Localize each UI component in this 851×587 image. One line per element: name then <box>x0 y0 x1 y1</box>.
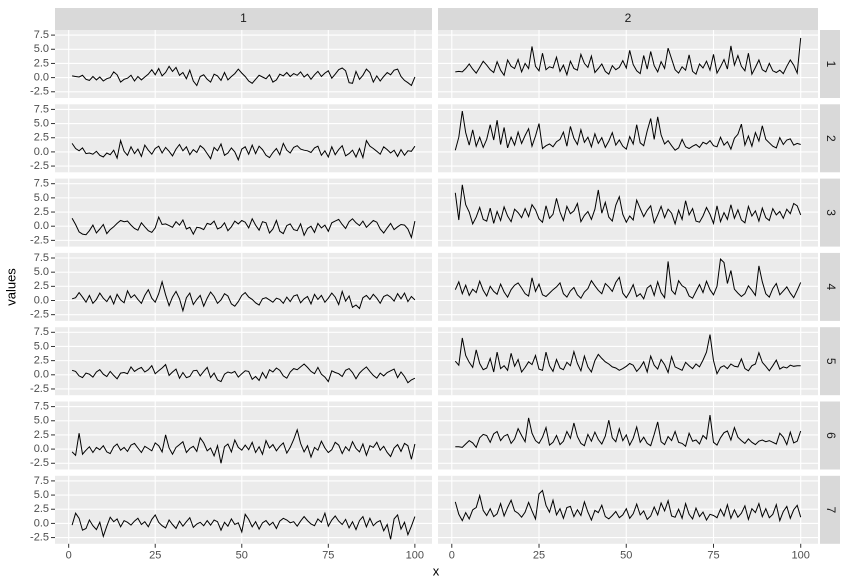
strip <box>820 178 840 247</box>
x-tick-label: 75 <box>322 550 334 562</box>
line <box>455 415 802 449</box>
line <box>454 334 801 376</box>
panel-background <box>438 401 818 470</box>
strip <box>438 8 818 30</box>
y-tick-label: 2.5 <box>34 503 49 515</box>
panel-background <box>438 30 818 98</box>
y-tick-label: 0.0 <box>34 517 49 529</box>
y-tick-label: 5.0 <box>34 489 49 501</box>
y-tick-label: -2.5 <box>30 531 49 543</box>
y-tick-label: 2.5 <box>34 206 49 218</box>
x-tick-label: 0 <box>449 550 455 562</box>
x-tick-label: 0 <box>66 550 72 562</box>
strip-label: 7 <box>824 506 838 513</box>
y-tick-label: -2.5 <box>30 309 49 321</box>
x-tick-label: 25 <box>533 550 545 562</box>
strip-label: 2 <box>625 11 632 25</box>
panel-background <box>55 178 432 247</box>
x-tick-label: 25 <box>149 550 161 562</box>
panel-background <box>438 475 818 544</box>
strip-label: 1 <box>824 61 838 68</box>
y-tick-label: 0.0 <box>34 369 49 381</box>
line <box>455 37 802 77</box>
y-tick-label: 5.0 <box>34 117 49 129</box>
strip <box>820 252 840 321</box>
y-tick-label: 2.5 <box>34 57 49 69</box>
x-tick-label: 50 <box>236 550 248 562</box>
strip <box>820 401 840 470</box>
strip <box>55 8 432 30</box>
y-tick-label: 2.5 <box>34 429 49 441</box>
line <box>454 489 802 523</box>
line <box>454 184 802 226</box>
line <box>72 65 416 87</box>
y-tick-label: 2.5 <box>34 132 49 144</box>
y-tick-label: 5.0 <box>34 415 49 427</box>
strip-label: 2 <box>824 135 838 142</box>
y-tick-label: 7.5 <box>34 401 49 413</box>
line <box>71 215 416 240</box>
y-tick-label: 2.5 <box>34 280 49 292</box>
y-tick-label: 0.0 <box>34 146 49 158</box>
line <box>71 428 416 464</box>
y-tick-label: 2.5 <box>34 355 49 367</box>
y-tick-label: 7.5 <box>34 475 49 487</box>
y-tick-label: 0.0 <box>34 294 49 306</box>
y-axis-label: values <box>3 268 18 306</box>
y-tick-label: 0.0 <box>34 220 49 232</box>
y-tick-label: -2.5 <box>30 86 49 98</box>
x-tick-label: 50 <box>620 550 632 562</box>
x-axis-label: x <box>433 563 440 578</box>
panel-background <box>55 104 432 173</box>
y-tick-label: -2.5 <box>30 234 49 246</box>
line <box>71 138 416 162</box>
strip <box>820 327 840 396</box>
y-tick-label: -2.5 <box>30 160 49 172</box>
line <box>71 279 416 313</box>
panel-background <box>438 252 818 321</box>
panel-background <box>55 327 432 396</box>
panel-background <box>55 252 432 321</box>
y-tick-label: 7.5 <box>34 252 49 264</box>
y-tick-label: 5.0 <box>34 340 49 352</box>
y-tick-label: 5.0 <box>34 43 49 55</box>
y-tick-label: 0.0 <box>34 443 49 455</box>
y-tick-label: 7.5 <box>34 178 49 190</box>
x-tick-label: 100 <box>792 550 810 562</box>
strip-label: 4 <box>824 284 838 291</box>
y-tick-label: 5.0 <box>34 266 49 278</box>
panel-background <box>55 401 432 470</box>
strip <box>820 30 840 98</box>
y-tick-label: -2.5 <box>30 457 49 469</box>
strip-label: 1 <box>240 11 247 25</box>
panel-background <box>438 327 818 396</box>
strip <box>820 104 840 173</box>
y-tick-label: 7.5 <box>34 29 49 41</box>
line <box>454 111 801 151</box>
strip-label: 3 <box>824 209 838 216</box>
panel-background <box>438 104 818 173</box>
strip-label: 5 <box>824 358 838 365</box>
y-tick-label: -2.5 <box>30 383 49 395</box>
x-tick-label: 100 <box>406 550 424 562</box>
panel-background <box>55 475 432 544</box>
panel-background <box>55 30 432 98</box>
line <box>71 363 416 384</box>
y-tick-label: 5.0 <box>34 192 49 204</box>
y-tick-label: 7.5 <box>34 103 49 115</box>
x-tick-label: 75 <box>707 550 719 562</box>
y-tick-label: 0.0 <box>34 72 49 84</box>
line <box>71 511 416 540</box>
line <box>454 258 802 300</box>
strip-label: 6 <box>824 432 838 439</box>
y-tick-label: 7.5 <box>34 326 49 338</box>
strip <box>820 475 840 544</box>
